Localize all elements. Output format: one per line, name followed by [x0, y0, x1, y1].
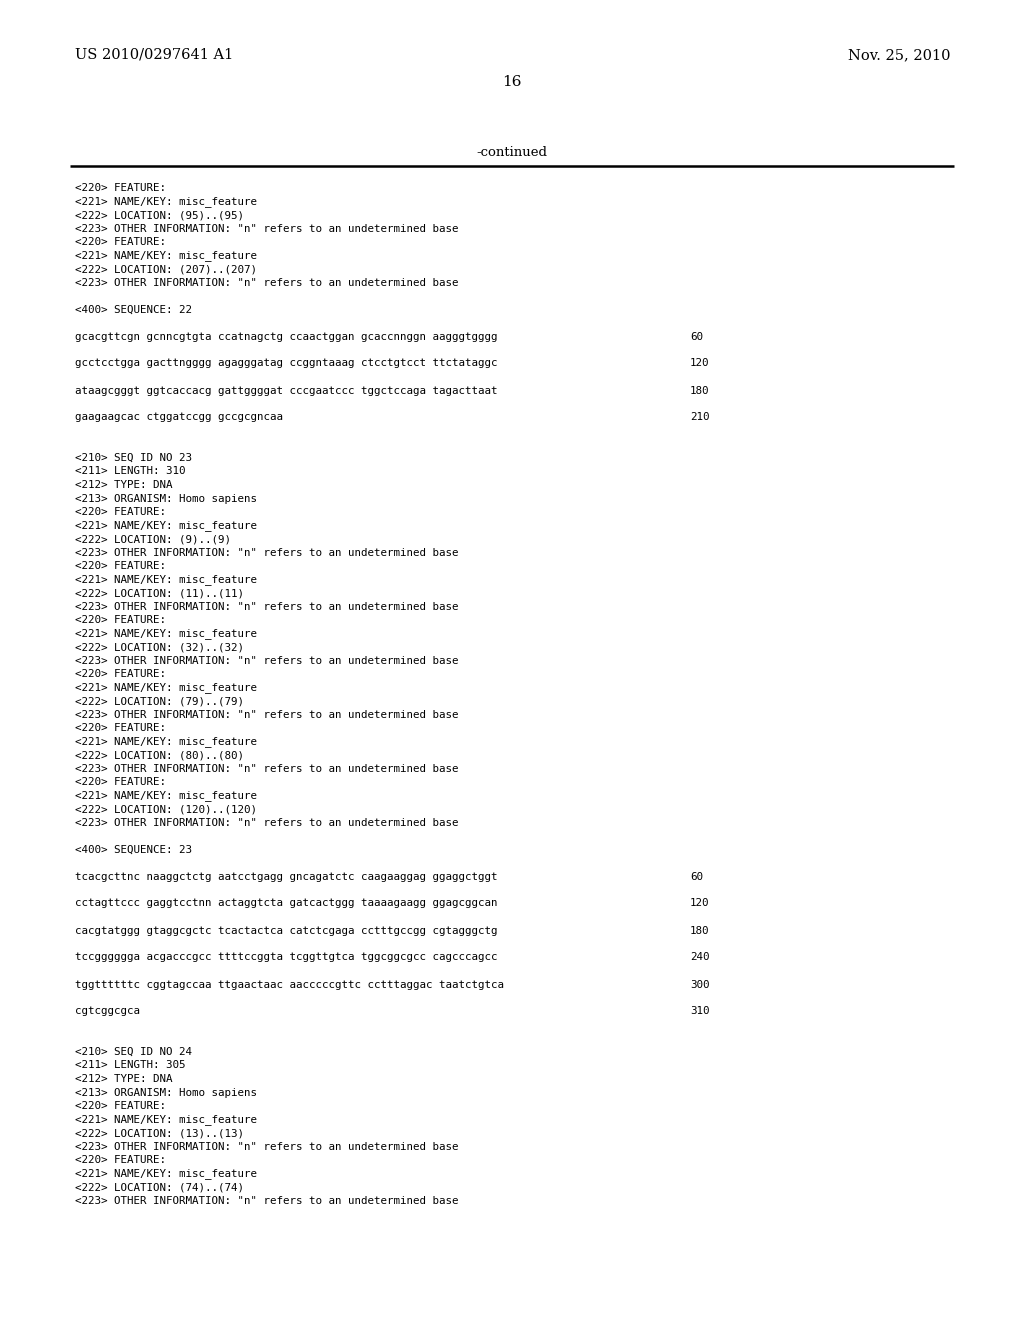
Text: 60: 60	[690, 871, 703, 882]
Text: cgtcggcgca: cgtcggcgca	[75, 1006, 140, 1016]
Text: 120: 120	[690, 899, 710, 908]
Text: <211> LENGTH: 305: <211> LENGTH: 305	[75, 1060, 185, 1071]
Text: <223> OTHER INFORMATION: "n" refers to an undetermined base: <223> OTHER INFORMATION: "n" refers to a…	[75, 710, 459, 719]
Text: <221> NAME/KEY: misc_feature: <221> NAME/KEY: misc_feature	[75, 737, 257, 747]
Text: 310: 310	[690, 1006, 710, 1016]
Text: -continued: -continued	[476, 145, 548, 158]
Text: 300: 300	[690, 979, 710, 990]
Text: <223> OTHER INFORMATION: "n" refers to an undetermined base: <223> OTHER INFORMATION: "n" refers to a…	[75, 223, 459, 234]
Text: <222> LOCATION: (79)..(79): <222> LOCATION: (79)..(79)	[75, 696, 244, 706]
Text: 120: 120	[690, 359, 710, 368]
Text: cctagttccc gaggtcctnn actaggtcta gatcactggg taaaagaagg ggagcggcan: cctagttccc gaggtcctnn actaggtcta gatcact…	[75, 899, 498, 908]
Text: <221> NAME/KEY: misc_feature: <221> NAME/KEY: misc_feature	[75, 791, 257, 801]
Text: <222> LOCATION: (13)..(13): <222> LOCATION: (13)..(13)	[75, 1129, 244, 1138]
Text: <210> SEQ ID NO 24: <210> SEQ ID NO 24	[75, 1047, 193, 1057]
Text: US 2010/0297641 A1: US 2010/0297641 A1	[75, 48, 233, 62]
Text: 16: 16	[502, 75, 522, 88]
Text: <211> LENGTH: 310: <211> LENGTH: 310	[75, 466, 185, 477]
Text: <221> NAME/KEY: misc_feature: <221> NAME/KEY: misc_feature	[75, 520, 257, 532]
Text: <220> FEATURE:: <220> FEATURE:	[75, 507, 166, 517]
Text: <223> OTHER INFORMATION: "n" refers to an undetermined base: <223> OTHER INFORMATION: "n" refers to a…	[75, 1196, 459, 1205]
Text: <221> NAME/KEY: misc_feature: <221> NAME/KEY: misc_feature	[75, 1168, 257, 1179]
Text: <223> OTHER INFORMATION: "n" refers to an undetermined base: <223> OTHER INFORMATION: "n" refers to a…	[75, 763, 459, 774]
Text: <223> OTHER INFORMATION: "n" refers to an undetermined base: <223> OTHER INFORMATION: "n" refers to a…	[75, 817, 459, 828]
Text: gcctcctgga gacttngggg agagggatag ccggntaaag ctcctgtcct ttctataggc: gcctcctgga gacttngggg agagggatag ccggnta…	[75, 359, 498, 368]
Text: <221> NAME/KEY: misc_feature: <221> NAME/KEY: misc_feature	[75, 1114, 257, 1126]
Text: <213> ORGANISM: Homo sapiens: <213> ORGANISM: Homo sapiens	[75, 1088, 257, 1097]
Text: <212> TYPE: DNA: <212> TYPE: DNA	[75, 480, 172, 490]
Text: <222> LOCATION: (207)..(207): <222> LOCATION: (207)..(207)	[75, 264, 257, 275]
Text: Nov. 25, 2010: Nov. 25, 2010	[848, 48, 950, 62]
Text: tggttttttc cggtagccaa ttgaactaac aacccccgttc cctttaggac taatctgtca: tggttttttc cggtagccaa ttgaactaac aaccccc…	[75, 979, 504, 990]
Text: <213> ORGANISM: Homo sapiens: <213> ORGANISM: Homo sapiens	[75, 494, 257, 503]
Text: <220> FEATURE:: <220> FEATURE:	[75, 561, 166, 572]
Text: <400> SEQUENCE: 22: <400> SEQUENCE: 22	[75, 305, 193, 314]
Text: <212> TYPE: DNA: <212> TYPE: DNA	[75, 1074, 172, 1084]
Text: <220> FEATURE:: <220> FEATURE:	[75, 615, 166, 624]
Text: <222> LOCATION: (32)..(32): <222> LOCATION: (32)..(32)	[75, 642, 244, 652]
Text: <223> OTHER INFORMATION: "n" refers to an undetermined base: <223> OTHER INFORMATION: "n" refers to a…	[75, 1142, 459, 1151]
Text: ataagcgggt ggtcaccacg gattggggat cccgaatccc tggctccaga tagacttaat: ataagcgggt ggtcaccacg gattggggat cccgaat…	[75, 385, 498, 396]
Text: <221> NAME/KEY: misc_feature: <221> NAME/KEY: misc_feature	[75, 574, 257, 585]
Text: cacgtatggg gtaggcgctc tcactactca catctcgaga cctttgccgg cgtagggctg: cacgtatggg gtaggcgctc tcactactca catctcg…	[75, 925, 498, 936]
Text: <221> NAME/KEY: misc_feature: <221> NAME/KEY: misc_feature	[75, 628, 257, 639]
Text: <222> LOCATION: (9)..(9): <222> LOCATION: (9)..(9)	[75, 535, 231, 544]
Text: <210> SEQ ID NO 23: <210> SEQ ID NO 23	[75, 453, 193, 463]
Text: <220> FEATURE:: <220> FEATURE:	[75, 1101, 166, 1111]
Text: <222> LOCATION: (80)..(80): <222> LOCATION: (80)..(80)	[75, 750, 244, 760]
Text: <223> OTHER INFORMATION: "n" refers to an undetermined base: <223> OTHER INFORMATION: "n" refers to a…	[75, 602, 459, 611]
Text: <221> NAME/KEY: misc_feature: <221> NAME/KEY: misc_feature	[75, 682, 257, 693]
Text: gcacgttcgn gcnncgtgta ccatnagctg ccaactggan gcaccnnggn aagggtgggg: gcacgttcgn gcnncgtgta ccatnagctg ccaactg…	[75, 331, 498, 342]
Text: <222> LOCATION: (74)..(74): <222> LOCATION: (74)..(74)	[75, 1181, 244, 1192]
Text: 180: 180	[690, 925, 710, 936]
Text: <220> FEATURE:: <220> FEATURE:	[75, 777, 166, 787]
Text: <222> LOCATION: (11)..(11): <222> LOCATION: (11)..(11)	[75, 587, 244, 598]
Text: 60: 60	[690, 331, 703, 342]
Text: gaagaagcac ctggatccgg gccgcgncaa: gaagaagcac ctggatccgg gccgcgncaa	[75, 412, 283, 422]
Text: <223> OTHER INFORMATION: "n" refers to an undetermined base: <223> OTHER INFORMATION: "n" refers to a…	[75, 548, 459, 557]
Text: <222> LOCATION: (95)..(95): <222> LOCATION: (95)..(95)	[75, 210, 244, 220]
Text: <221> NAME/KEY: misc_feature: <221> NAME/KEY: misc_feature	[75, 197, 257, 207]
Text: <220> FEATURE:: <220> FEATURE:	[75, 723, 166, 733]
Text: <220> FEATURE:: <220> FEATURE:	[75, 183, 166, 193]
Text: <223> OTHER INFORMATION: "n" refers to an undetermined base: <223> OTHER INFORMATION: "n" refers to a…	[75, 277, 459, 288]
Text: 210: 210	[690, 412, 710, 422]
Text: tcacgcttnc naaggctctg aatcctgagg gncagatctc caagaaggag ggaggctggt: tcacgcttnc naaggctctg aatcctgagg gncagat…	[75, 871, 498, 882]
Text: tccgggggga acgacccgcc ttttccggta tcggttgtca tggcggcgcc cagcccagcc: tccgggggga acgacccgcc ttttccggta tcggttg…	[75, 953, 498, 962]
Text: 240: 240	[690, 953, 710, 962]
Text: <221> NAME/KEY: misc_feature: <221> NAME/KEY: misc_feature	[75, 251, 257, 261]
Text: <220> FEATURE:: <220> FEATURE:	[75, 1155, 166, 1166]
Text: <220> FEATURE:: <220> FEATURE:	[75, 669, 166, 678]
Text: <220> FEATURE:: <220> FEATURE:	[75, 238, 166, 247]
Text: <223> OTHER INFORMATION: "n" refers to an undetermined base: <223> OTHER INFORMATION: "n" refers to a…	[75, 656, 459, 665]
Text: 180: 180	[690, 385, 710, 396]
Text: <400> SEQUENCE: 23: <400> SEQUENCE: 23	[75, 845, 193, 854]
Text: <222> LOCATION: (120)..(120): <222> LOCATION: (120)..(120)	[75, 804, 257, 814]
